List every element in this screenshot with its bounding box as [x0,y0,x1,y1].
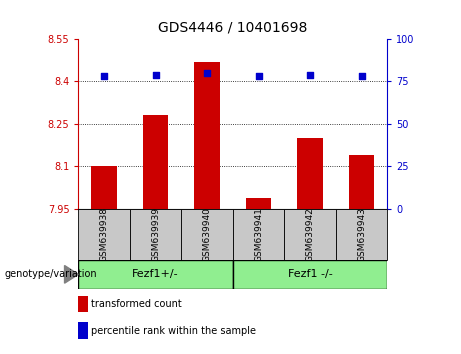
Bar [233,209,284,260]
Point [255,74,262,79]
Point [358,74,365,79]
Text: genotype/variation: genotype/variation [5,269,97,279]
Text: GSM639938: GSM639938 [100,207,109,262]
Bar [349,155,374,209]
Point [203,70,211,76]
Bar [91,166,117,209]
Polygon shape [65,266,78,283]
Bar [181,209,233,260]
Text: GSM639942: GSM639942 [306,207,314,262]
Text: Fezf1 -/-: Fezf1 -/- [288,269,332,279]
Title: GDS4446 / 10401698: GDS4446 / 10401698 [158,21,307,35]
Bar [233,260,387,289]
Bar [246,198,272,209]
Point [100,74,108,79]
Bar [78,296,88,313]
Text: GSM639941: GSM639941 [254,207,263,262]
Bar [143,115,168,209]
Bar [284,209,336,260]
Text: GSM639939: GSM639939 [151,207,160,262]
Text: transformed count: transformed count [91,299,182,309]
Bar [336,209,387,260]
Text: GSM639940: GSM639940 [202,207,212,262]
Text: Fezf1+/-: Fezf1+/- [132,269,179,279]
Bar [78,322,88,339]
Bar [130,209,181,260]
Bar [78,209,130,260]
Point [152,72,160,78]
Point [306,72,313,78]
Bar [194,62,220,209]
Text: percentile rank within the sample: percentile rank within the sample [91,326,256,336]
Bar [297,138,323,209]
Bar [78,260,233,289]
Text: GSM639943: GSM639943 [357,207,366,262]
